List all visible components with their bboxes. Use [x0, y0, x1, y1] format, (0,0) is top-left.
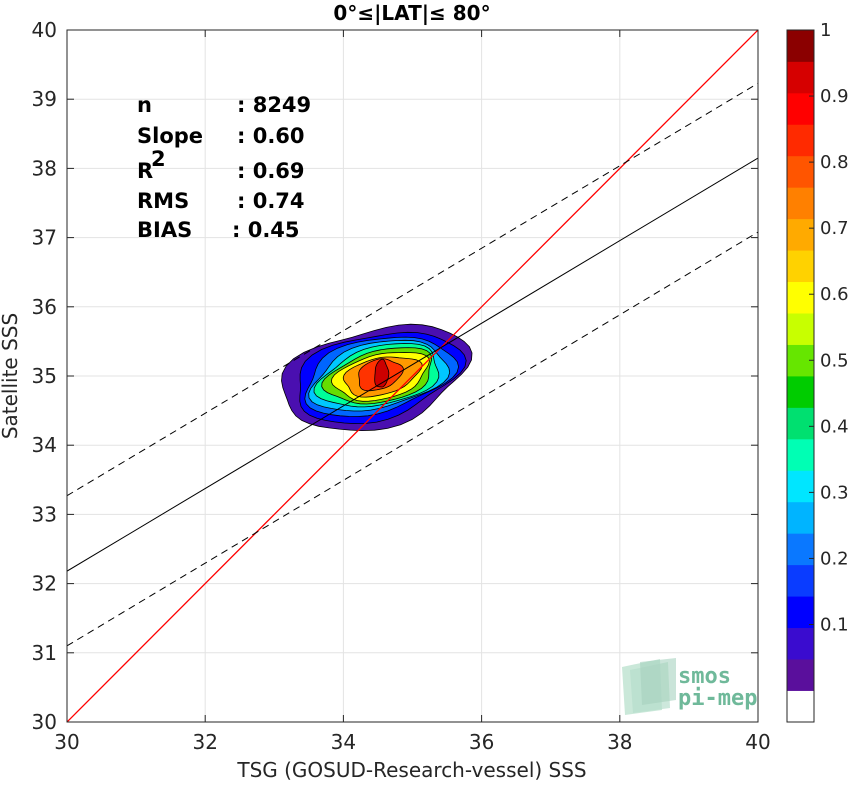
stat-value-rms: : 0.74 [237, 189, 305, 213]
colorbar-segment [787, 596, 814, 629]
colorbar-tick-label: 0.8 [820, 152, 849, 173]
y-tick-label: 37 [32, 226, 57, 250]
density-contour-level [374, 358, 390, 388]
y-tick-label: 32 [32, 572, 57, 596]
fit-band-upper-line [67, 82, 758, 497]
colorbar-segment [787, 627, 814, 660]
logo-text-pi-mep: pi-mep [678, 686, 757, 711]
y-tick-label: 33 [32, 502, 57, 526]
colorbar-segment [787, 250, 814, 283]
x-axis-label: TSG (GOSUD-Research-vessel) SSS [236, 758, 586, 782]
colorbar-tick-label: 0.6 [820, 284, 849, 305]
colorbar-tick-label: 0.9 [820, 86, 849, 107]
stat-value-slope: : 0.60 [237, 124, 305, 148]
y-tick-label: 35 [32, 364, 57, 388]
wave-mark-icon [622, 658, 676, 715]
colorbar-segment [787, 407, 814, 440]
colorbar-segment [787, 92, 814, 125]
identity-line [67, 30, 758, 722]
colorbar-segment [787, 690, 814, 723]
colorbar-segment [787, 501, 814, 534]
fit-line [67, 157, 758, 572]
colorbar-tick-label: 0.2 [820, 548, 849, 569]
x-tick-label: 34 [331, 730, 356, 754]
colorbar-tick-label: 1 [820, 20, 831, 41]
colorbar-segment [787, 470, 814, 503]
x-tick-label: 38 [607, 730, 632, 754]
stat-label-n: n [137, 93, 152, 117]
colorbar-tick-label: 0.1 [820, 614, 849, 635]
regression-lines [67, 30, 758, 722]
y-tick-label: 34 [32, 433, 57, 457]
y-tick-label: 36 [32, 295, 57, 319]
colorbar-segment [787, 438, 814, 471]
colorbar-frame [786, 29, 815, 723]
colorbar-segment [787, 533, 814, 566]
colorbar-segment [787, 376, 814, 408]
stat-value-n: : 8249 [237, 93, 311, 117]
smos-pi-mep-logo: smos pi-mep [622, 658, 757, 715]
colorbar-segment [787, 187, 814, 220]
grid-lines [66, 29, 759, 723]
stat-label-r: R [137, 159, 153, 183]
y-tick-label: 31 [32, 641, 57, 665]
y-axis-label: Satellite SSS [0, 313, 22, 439]
stat-label-slope: Slope [137, 124, 203, 148]
colorbar-tick-label: 0.4 [820, 416, 849, 437]
colorbar-ticks: 0.1 0.2 0.3 0.4 0.5 0.6 0.7 0.8 0.9 1 [809, 20, 849, 635]
colorbar [786, 29, 815, 723]
y-axis-ticks: 30 31 32 33 34 35 36 37 38 39 40 [32, 18, 758, 734]
colorbar-segment [787, 564, 814, 597]
colorbar-tick-label: 0.7 [820, 218, 849, 239]
colorbar-tick-label: 0.5 [820, 350, 849, 371]
stats-box: n : 8249 Slope : 0.60 R2 : 0.69 RMS : 0.74 BIAS:… [137, 93, 311, 242]
y-tick-label: 39 [32, 87, 57, 111]
x-tick-label: 32 [192, 730, 217, 754]
colorbar-segment [787, 313, 814, 345]
stat-label-bias: BIAS [137, 218, 192, 242]
colorbar-segment [787, 218, 814, 251]
y-tick-label: 30 [32, 710, 57, 734]
x-tick-label: 40 [745, 730, 770, 754]
stat-label-rms: RMS [137, 189, 189, 213]
colorbar-segment [787, 30, 814, 62]
colorbar-segment [787, 659, 814, 691]
stat-label-superscript: 2 [151, 147, 166, 171]
fit-band-lower-line [67, 231, 758, 647]
y-tick-label: 40 [32, 18, 57, 42]
x-tick-label: 36 [469, 730, 494, 754]
stat-value-r: : 0.69 [237, 159, 305, 183]
stat-value-bias: : 0.45 [232, 218, 300, 242]
colorbar-segment [787, 61, 814, 94]
density-contours [281, 323, 473, 432]
x-axis-ticks: 30 32 34 36 38 40 [54, 30, 771, 754]
colorbar-segment [787, 124, 814, 157]
logo-text-smos: smos [678, 664, 731, 689]
chart-title: 0°≤|LAT|≤ 80° [333, 1, 490, 25]
y-tick-label: 38 [32, 156, 57, 180]
x-tick-label: 30 [54, 730, 79, 754]
colorbar-segment [787, 155, 814, 188]
colorbar-tick-label: 0.3 [820, 482, 849, 503]
colorbar-segment [787, 281, 814, 314]
